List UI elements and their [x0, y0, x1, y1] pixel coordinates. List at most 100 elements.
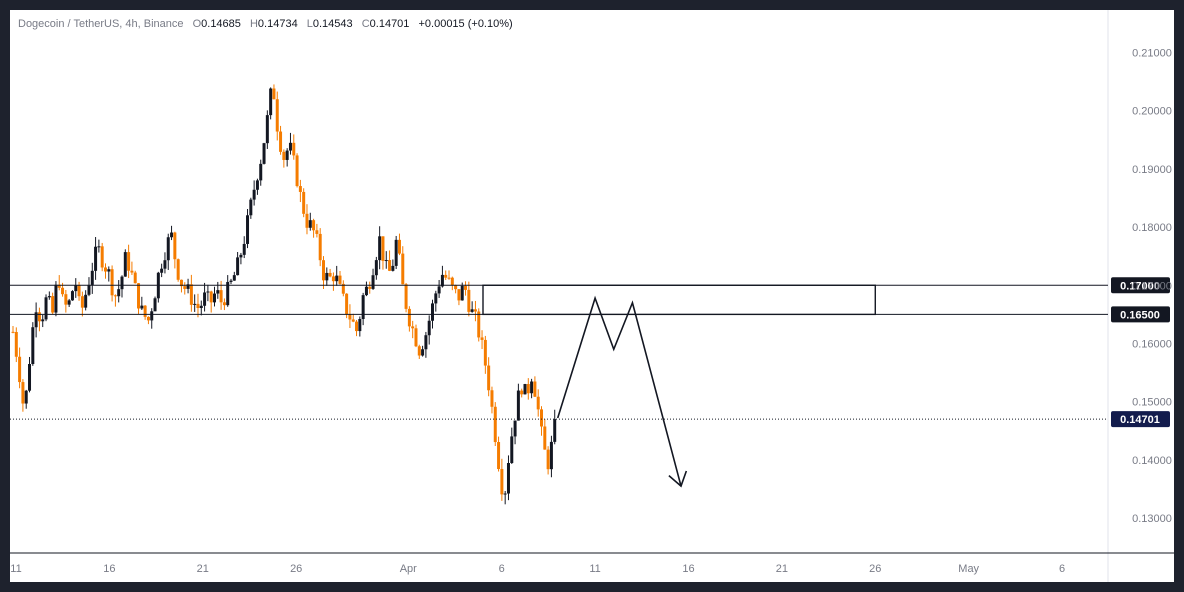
candle-body — [226, 281, 230, 306]
x-tick-label: 21 — [197, 563, 209, 575]
candle-body — [24, 390, 28, 404]
candle-body — [421, 349, 425, 356]
candle-body — [252, 189, 256, 200]
candle-body — [90, 270, 94, 285]
candle-body — [553, 419, 557, 442]
candle-body — [434, 293, 438, 304]
candle-body — [358, 318, 362, 332]
candle-body — [444, 274, 448, 278]
y-tick-label: 0.18000 — [1132, 222, 1172, 234]
level-price-label: 0.17000 — [1120, 280, 1160, 292]
candle-body — [279, 131, 283, 152]
candle-body — [325, 272, 329, 281]
supply-zone-box — [482, 284, 876, 316]
candle-body — [127, 252, 131, 271]
candle-body — [401, 253, 405, 285]
price-chart[interactable]: 0.17000 0.16500 0.14701 0.21000 0.20000 0.19… — [10, 10, 1174, 582]
candle-body — [364, 286, 368, 296]
x-tick-label: Apr — [400, 563, 417, 575]
y-tick-label: 0.14000 — [1132, 455, 1172, 467]
candle-body — [510, 436, 514, 464]
candle-body — [454, 285, 458, 290]
candle-body — [74, 285, 78, 292]
candle-body — [368, 286, 372, 289]
candle-body — [193, 303, 197, 305]
candle-body — [450, 277, 454, 286]
candle-body — [345, 293, 349, 315]
candle-body — [378, 236, 382, 261]
symbol-title: Dogecoin / TetherUS, 4h, Binance — [18, 18, 184, 30]
candle-body — [493, 406, 497, 443]
candle-body — [31, 327, 35, 365]
candle-body — [411, 326, 415, 329]
candle-body — [269, 88, 273, 116]
candle-body — [186, 284, 190, 289]
candle-body — [166, 237, 170, 261]
high-key: H — [249, 18, 258, 30]
x-tick-label: 11 — [10, 563, 21, 575]
close-value: 0.14701 — [369, 18, 410, 30]
candle-body — [146, 316, 150, 321]
high-value: 0.14734 — [257, 18, 298, 30]
candle-body — [28, 364, 32, 391]
candle-body — [100, 246, 104, 268]
candle-body — [338, 275, 342, 284]
candle-body — [120, 276, 124, 290]
candle-body — [464, 285, 468, 290]
candle-body — [513, 420, 517, 437]
candle-body — [414, 328, 418, 347]
candle-body — [236, 257, 240, 276]
candle-body — [140, 305, 144, 309]
candle-body — [431, 303, 435, 321]
candle-body — [282, 151, 286, 160]
y-tick-label: 0.17000 — [1132, 280, 1172, 292]
y-tick-label: 0.13000 — [1132, 513, 1172, 525]
candle-body — [543, 426, 547, 450]
candle-body — [21, 382, 25, 404]
candle-body — [47, 296, 51, 298]
candle-body — [51, 296, 55, 313]
candle-body — [497, 442, 501, 470]
candle-body — [394, 239, 398, 266]
candle-body — [87, 284, 91, 295]
candle-body — [391, 265, 395, 271]
candle-body — [490, 390, 494, 407]
candle-body — [533, 381, 537, 397]
candle-body — [173, 232, 177, 260]
candle-body — [84, 294, 88, 308]
candle-body — [397, 239, 401, 254]
x-tick-label: May — [958, 563, 979, 575]
close-key: C — [361, 18, 370, 30]
candle-body — [153, 298, 157, 312]
candle-body — [308, 220, 312, 228]
candle-body — [34, 312, 38, 328]
candle-body — [487, 365, 491, 391]
candle-body — [255, 180, 259, 190]
candle-body — [520, 390, 524, 395]
candle-body — [206, 291, 210, 293]
candle-body — [110, 269, 114, 296]
symbol-legend: Dogecoin / TetherUS, 4h, Binance O0.1468… — [18, 18, 513, 30]
candle-body — [11, 331, 15, 333]
y-tick-label: 0.20000 — [1132, 106, 1172, 118]
grid-lines — [10, 10, 1174, 582]
candle-body — [549, 441, 553, 470]
open-value: 0.14685 — [201, 18, 241, 30]
x-tick-label: 6 — [1059, 563, 1065, 575]
candle-body — [57, 284, 61, 288]
candle-body — [384, 260, 388, 262]
candle-body — [467, 289, 471, 312]
candle-body — [388, 260, 392, 271]
candle-body — [130, 270, 134, 273]
candle-body — [321, 260, 325, 281]
candle-body — [179, 279, 183, 287]
candle-body — [262, 143, 266, 164]
projection-path — [556, 295, 682, 487]
candle-body — [361, 295, 365, 319]
candle-body — [355, 321, 359, 332]
candle-body — [424, 335, 428, 350]
candle-body — [315, 230, 319, 234]
candle-body — [275, 99, 279, 132]
candle-body — [133, 272, 137, 284]
x-tick-label: 21 — [776, 563, 788, 575]
